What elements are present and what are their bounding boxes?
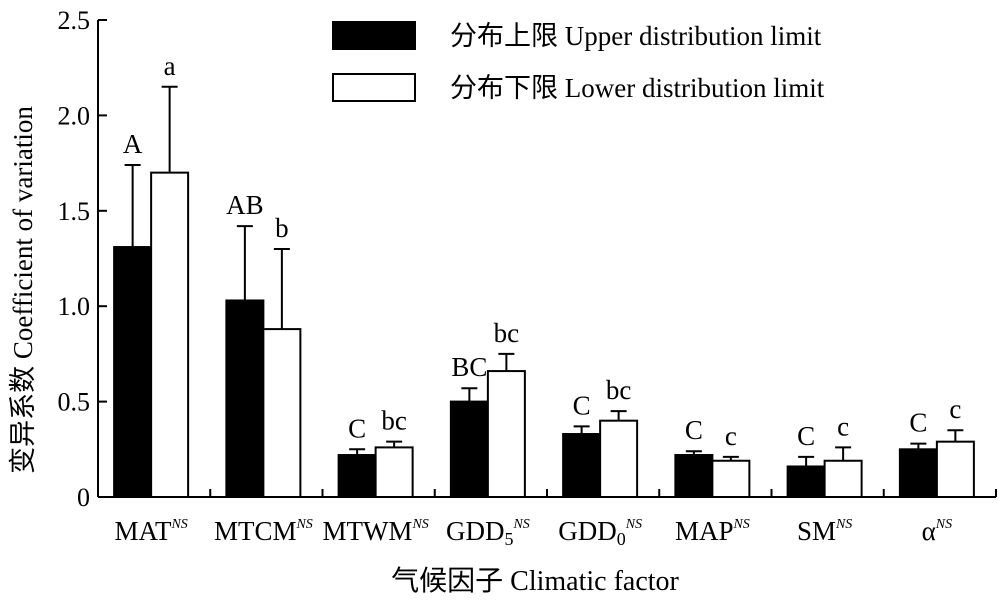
bar-lower-limit (374, 446, 414, 498)
significance-letter-upper: BC (451, 352, 487, 382)
y-tick-label: 2.0 (58, 101, 91, 130)
x-tick-label: αNS (922, 516, 953, 546)
x-tick-label: GDD5NS (446, 516, 530, 549)
y-axis-label: 变异系数 Coefficient of variation (8, 106, 38, 474)
bar-upper-limit (898, 448, 938, 498)
significance-letter-upper: C (348, 413, 366, 443)
significance-letter-lower: c (837, 411, 849, 441)
significance-letter-lower: bc (494, 318, 520, 348)
bar-lower-limit (150, 171, 190, 498)
bar-lower-limit (823, 459, 863, 498)
significance-letter-lower: bc (606, 375, 632, 405)
y-tick-label: 1.0 (58, 292, 91, 321)
y-tick-label: 2.5 (58, 6, 91, 35)
legend-swatch (332, 21, 416, 50)
significance-letter-lower: a (164, 51, 176, 81)
y-tick-label: 1.5 (58, 197, 91, 226)
bar-lower-limit (599, 419, 639, 498)
y-axis: 0 0.5 1.0 1.5 2.0 2.5 (58, 6, 107, 512)
bar-upper-limit (225, 299, 265, 499)
x-axis-label: 气候因子 Climatic factor (391, 565, 679, 597)
significance-letter-upper: C (797, 421, 815, 451)
legend-swatch (332, 73, 416, 102)
significance-letter-lower: c (725, 421, 737, 451)
x-tick-label: GDD0NS (558, 516, 642, 549)
bar-upper-limit (562, 433, 602, 499)
x-tick-label: MTCMNS (214, 516, 313, 546)
y-tick-label: 0 (77, 483, 90, 512)
significance-letter-upper: C (909, 408, 927, 438)
bar-upper-limit (113, 246, 153, 498)
bar-lower-limit (262, 328, 302, 499)
significance-letter-upper: C (573, 390, 591, 420)
x-tick-label: SMNS (797, 516, 852, 546)
legend: 分布上限 Upper distribution limit 分布下限 Lower … (332, 21, 825, 103)
bar-upper-limit (337, 454, 377, 498)
significance-letter-upper: A (123, 129, 143, 159)
legend-label: 分布上限 Upper distribution limit (450, 21, 822, 51)
significance-letter-lower: bc (381, 406, 407, 436)
significance-letter-lower: c (949, 394, 961, 424)
significance-letter-upper: AB (226, 190, 264, 220)
bar-lower-limit (711, 459, 751, 498)
significance-letter-lower: b (275, 213, 289, 243)
significance-letter-upper: C (685, 415, 703, 445)
bar-upper-limit (449, 400, 489, 499)
bar-lower-limit (486, 370, 526, 498)
bar-lower-limit (935, 440, 975, 498)
x-tick-label: MTWMNS (322, 516, 428, 546)
x-tick-label: MATNS (114, 516, 187, 546)
legend-label: 分布下限 Lower distribution limit (450, 73, 825, 103)
x-tick-label: MAPNS (675, 516, 750, 546)
y-tick-label: 0.5 (58, 388, 91, 417)
bar-upper-limit (674, 454, 714, 498)
bar-upper-limit (786, 465, 826, 498)
x-axis: MATNS MTCMNS MTWMNS GDD5NS GDD0NS MAPNS SMNS αN… (98, 489, 997, 549)
